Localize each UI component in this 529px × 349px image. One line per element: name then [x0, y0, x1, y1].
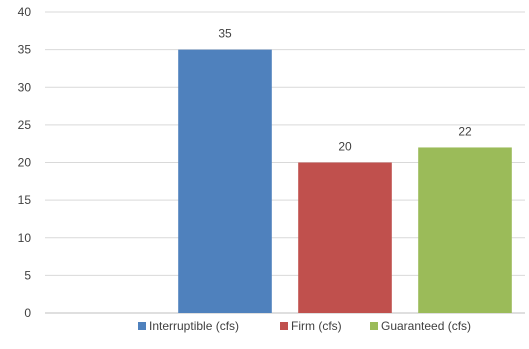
y-tick-label: 0 — [24, 306, 31, 320]
bar-firm-cfs — [298, 162, 392, 313]
legend-label: Guaranteed (cfs) — [381, 319, 471, 333]
y-tick-label: 25 — [18, 118, 32, 132]
bar-interruptible-cfs — [178, 49, 272, 313]
y-tick-label: 20 — [18, 156, 32, 170]
legend-swatch — [370, 322, 378, 330]
y-tick-label: 35 — [18, 43, 32, 57]
y-tick-label: 10 — [18, 231, 32, 245]
legend-label: Firm (cfs) — [291, 319, 342, 333]
legend-label: Interruptible (cfs) — [149, 319, 239, 333]
y-tick-label: 40 — [18, 5, 32, 19]
legend-swatch — [138, 322, 146, 330]
bar-guaranteed-cfs — [418, 147, 512, 313]
y-tick-label: 30 — [18, 80, 32, 94]
data-label: 22 — [458, 124, 472, 138]
data-label: 35 — [218, 27, 232, 41]
data-label: 20 — [338, 140, 352, 154]
y-tick-label: 5 — [24, 268, 31, 282]
legend-swatch — [280, 322, 288, 330]
y-tick-label: 15 — [18, 193, 32, 207]
